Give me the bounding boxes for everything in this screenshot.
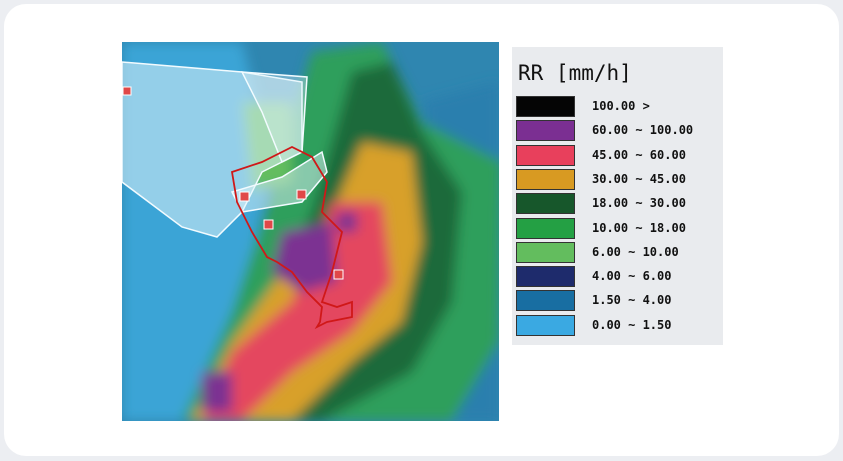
legend-label: 10.00 ~ 18.00 bbox=[592, 221, 686, 235]
legend-row: 4.00 ~ 6.00 bbox=[516, 266, 721, 289]
legend-swatch bbox=[516, 169, 575, 190]
legend-swatch bbox=[516, 193, 575, 214]
legend-label: 100.00 > bbox=[592, 99, 650, 113]
radar-map bbox=[122, 42, 499, 421]
legend-swatch bbox=[516, 145, 575, 166]
legend-label: 18.00 ~ 30.00 bbox=[592, 196, 686, 210]
legend-label: 0.00 ~ 1.50 bbox=[592, 318, 671, 332]
legend-label: 45.00 ~ 60.00 bbox=[592, 148, 686, 162]
legend-swatch bbox=[516, 96, 575, 117]
legend-label: 30.00 ~ 45.00 bbox=[592, 172, 686, 186]
legend-row: 60.00 ~ 100.00 bbox=[516, 120, 721, 143]
legend-label: 60.00 ~ 100.00 bbox=[592, 123, 693, 137]
legend-row: 0.00 ~ 1.50 bbox=[516, 315, 721, 338]
page: RR [mm/h] 100.00 > 60.00 ~ 100.00 45.00 ~ … bbox=[0, 0, 843, 461]
legend-row: 1.50 ~ 4.00 bbox=[516, 290, 721, 313]
legend-row: 6.00 ~ 10.00 bbox=[516, 242, 721, 265]
legend-label: 1.50 ~ 4.00 bbox=[592, 293, 671, 307]
legend: RR [mm/h] 100.00 > 60.00 ~ 100.00 45.00 ~ … bbox=[512, 47, 723, 345]
legend-swatch bbox=[516, 218, 575, 239]
legend-swatch bbox=[516, 242, 575, 263]
legend-label: 6.00 ~ 10.00 bbox=[592, 245, 679, 259]
legend-swatch bbox=[516, 266, 575, 287]
legend-title: RR [mm/h] bbox=[518, 61, 632, 85]
legend-row: 10.00 ~ 18.00 bbox=[516, 218, 721, 241]
legend-row: 100.00 > bbox=[516, 96, 721, 119]
legend-row: 18.00 ~ 30.00 bbox=[516, 193, 721, 216]
legend-swatch bbox=[516, 120, 575, 141]
legend-row: 30.00 ~ 45.00 bbox=[516, 169, 721, 192]
legend-swatch bbox=[516, 290, 575, 311]
legend-label: 4.00 ~ 6.00 bbox=[592, 269, 671, 283]
legend-swatch bbox=[516, 315, 575, 336]
legend-row: 45.00 ~ 60.00 bbox=[516, 145, 721, 168]
